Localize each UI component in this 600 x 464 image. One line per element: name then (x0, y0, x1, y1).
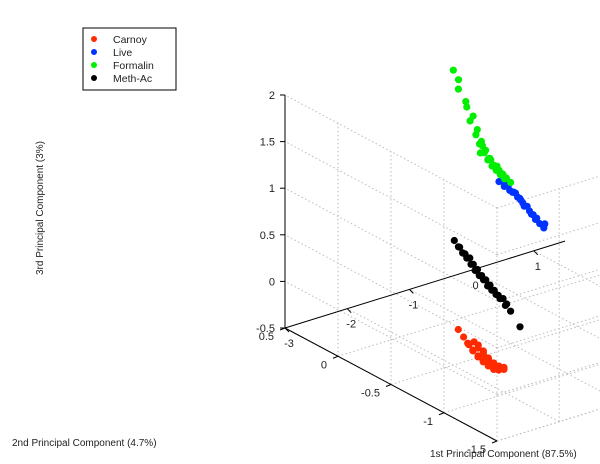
x-tick-mark (409, 289, 414, 294)
point-meth-ac (479, 276, 488, 284)
back-wall-gridline (496, 268, 600, 302)
y-tick-mark (332, 355, 339, 359)
point-live (517, 196, 525, 204)
z-tick-label: 1.5 (260, 137, 275, 149)
back-wall-gridline (496, 315, 600, 349)
side-wall-gridline (284, 94, 498, 209)
side-wall-gridline (284, 141, 498, 256)
floor-gridline (496, 408, 600, 442)
point-meth-ac (459, 249, 467, 257)
y-tick-label: 0 (321, 359, 327, 371)
z-tick-label: 2 (269, 90, 275, 102)
x-tick-mark (284, 327, 290, 333)
legend-label-formalin: Formalin (113, 60, 154, 72)
x-tick-mark (533, 250, 539, 256)
point-formalin (454, 76, 463, 84)
point-formalin (487, 156, 495, 164)
floor-gridline (533, 250, 600, 287)
point-formalin (501, 174, 509, 183)
floor-gridline (443, 363, 600, 414)
point-formalin (449, 66, 457, 74)
point-meth-ac (501, 301, 509, 309)
point-meth-ac (450, 236, 458, 245)
z-tick-label: -0.5 (256, 323, 275, 335)
y-tick-label: -1.5 (467, 444, 486, 456)
grid-lines (284, 94, 600, 442)
floor-gridline (337, 274, 600, 357)
point-formalin (478, 142, 486, 150)
point-live (533, 214, 541, 222)
point-meth-ac (463, 254, 471, 262)
tick-labels: -3-2-101-1.5-1-0.500.5-0.500.511.52 (256, 90, 541, 456)
z-tick-label: 0 (269, 276, 275, 288)
legend-label-live: Live (113, 47, 132, 59)
z-axis-label: 3rd Principal Component (3%) (35, 141, 46, 275)
x-tick-label: -3 (284, 338, 294, 350)
legend-box (82, 27, 177, 91)
point-meth-ac (516, 323, 524, 331)
legend-marker-formalin (91, 62, 97, 68)
y-tick-mark (385, 384, 392, 387)
y-axis-label: 2nd Principal Component (4.7%) (12, 438, 157, 449)
point-live (523, 202, 531, 210)
point-carnoy (484, 355, 493, 363)
x-tick-label: -1 (409, 299, 419, 311)
point-meth-ac (496, 295, 504, 303)
point-carnoy (500, 364, 508, 372)
point-live (541, 220, 549, 228)
point-formalin (454, 85, 462, 93)
x-tick-label: -2 (346, 319, 356, 331)
axes (279, 94, 566, 444)
point-formalin (476, 149, 484, 157)
back-wall-gridline (496, 361, 600, 395)
legend-label-meth-ac: Meth-Ac (113, 73, 152, 85)
point-carnoy (479, 351, 487, 359)
legend-label-carnoy: Carnoy (113, 34, 148, 46)
legend-marker-carnoy (91, 36, 97, 42)
point-formalin (463, 103, 471, 111)
z-tick-label: 1 (269, 183, 275, 195)
point-meth-ac (454, 243, 462, 251)
back-wall-gridline (496, 408, 600, 442)
point-carnoy (454, 325, 462, 334)
z-tick-label: 0.5 (260, 230, 275, 242)
y-tick-label: -1 (423, 416, 433, 428)
y-tick-mark (491, 440, 498, 444)
point-meth-ac (507, 307, 515, 315)
point-carnoy (464, 339, 472, 347)
back-wall-gridline (496, 175, 600, 209)
legend: Carnoy Live Formalin Meth-Ac (82, 27, 177, 91)
point-formalin (466, 117, 474, 125)
point-carnoy (479, 358, 487, 366)
legend-marker-live (91, 49, 97, 55)
y-tick-label: 0.5 (259, 331, 274, 343)
data-points (449, 66, 549, 374)
x-axis-label: 1st Principal Component (87.5%) (430, 449, 577, 460)
point-meth-ac (467, 260, 475, 268)
point-meth-ac (471, 266, 479, 274)
x-tick-label: 0 (473, 280, 479, 292)
floor-gridline (409, 288, 600, 392)
x-tick-mark (346, 308, 352, 314)
floor-gridline (390, 319, 600, 385)
side-wall-gridline (284, 280, 498, 395)
point-carnoy (469, 346, 477, 354)
x-tick-label: 1 (535, 261, 541, 273)
point-formalin (507, 178, 515, 186)
y-tick-label: -0.5 (361, 388, 380, 400)
y-tick-mark (438, 412, 445, 416)
point-formalin (462, 98, 470, 106)
legend-marker-meth-ac (91, 75, 97, 81)
point-formalin (472, 131, 480, 139)
floor-gridline (471, 269, 600, 340)
point-carnoy (460, 333, 468, 341)
side-wall-gridline (284, 187, 498, 302)
x-axis-line (284, 240, 566, 329)
back-wall-gridline (496, 222, 600, 256)
point-live (509, 188, 518, 196)
